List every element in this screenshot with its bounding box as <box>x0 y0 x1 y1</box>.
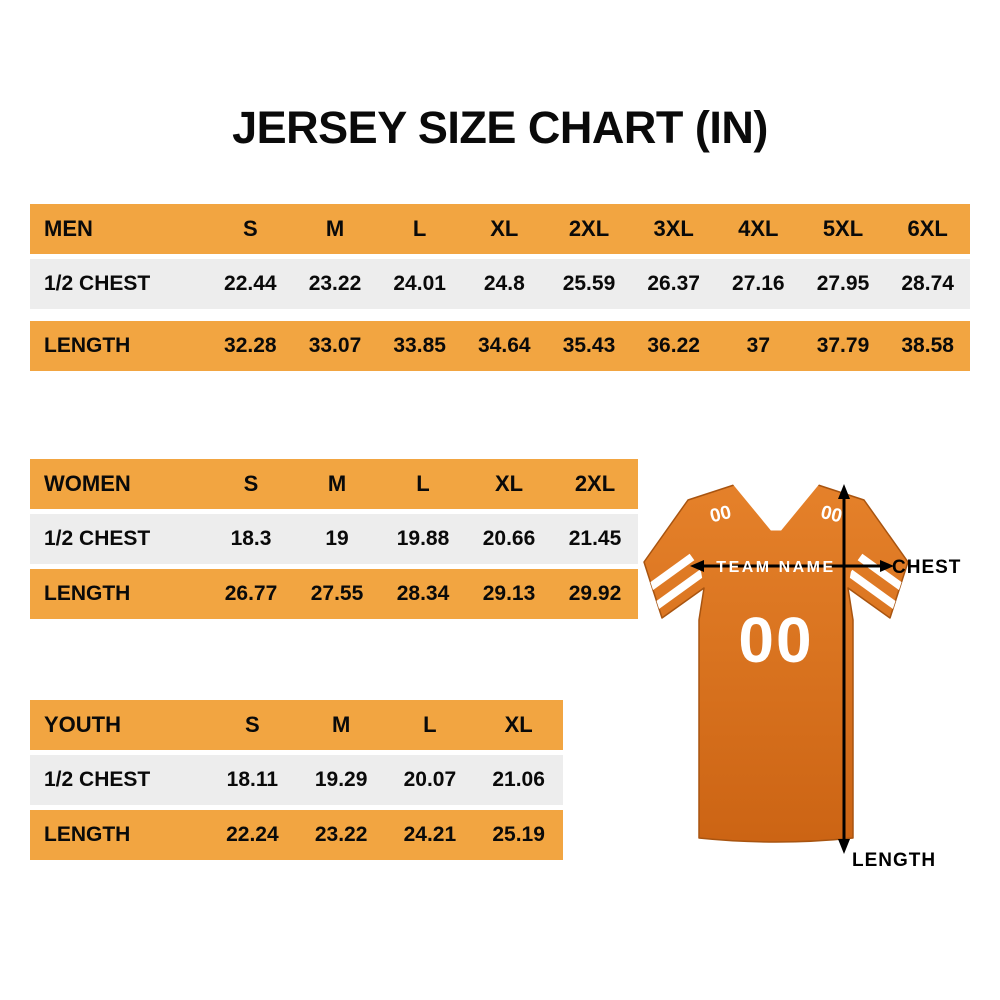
measurement-cell: 22.44 <box>224 272 277 295</box>
measurement-cell: 18.3 <box>230 527 272 550</box>
measurement-cell: 33.07 <box>308 334 362 357</box>
size-col-header: S <box>243 471 259 496</box>
measurement-cell: 34.64 <box>478 334 531 357</box>
size-col-header: L <box>416 471 430 496</box>
size-col-header: 2XL <box>568 216 610 241</box>
measurement-cell: 35.43 <box>562 334 616 357</box>
measurement-cell: 38.58 <box>901 334 954 357</box>
measurement-cell: 24.01 <box>393 272 446 295</box>
measurement-cell: 27.55 <box>310 582 364 605</box>
men-length-row: LENGTH 32.28 33.07 33.85 34.64 35.43 36.… <box>30 321 970 371</box>
women-header-row: WOMEN S M L XL 2XL <box>30 459 638 509</box>
women-half-chest-row: 1/2 CHEST 18.3 19 19.88 20.66 21.45 <box>30 514 638 564</box>
size-col-header: L <box>423 712 437 737</box>
measurement-cell: 26.37 <box>647 272 700 295</box>
youth-header-row: YOUTH S M L XL <box>30 700 563 750</box>
shoulder-number-right: 00 <box>819 502 845 527</box>
row-label: 1/2 CHEST <box>44 272 151 295</box>
size-col-header: M <box>325 216 345 241</box>
chest-label: CHEST <box>892 557 961 578</box>
team-name-text: TEAM NAME <box>716 559 835 576</box>
size-col-header: XL <box>494 471 524 496</box>
measurement-cell: 18.11 <box>226 768 279 791</box>
size-col-header: 5XL <box>822 216 864 241</box>
measurement-cell: 19.29 <box>314 768 368 791</box>
youth-length-row: LENGTH 22.24 23.22 24.21 25.19 <box>30 810 563 860</box>
size-col-header: M <box>327 471 347 496</box>
measurement-cell: 23.22 <box>314 823 368 846</box>
jersey-illustration: 00 00 TEAM NAME 00 CHEST LENGTH <box>636 470 996 870</box>
measurement-cell: 21.06 <box>492 768 545 791</box>
measurement-cell: 32.28 <box>224 334 277 357</box>
table-title: WOMEN <box>44 471 131 496</box>
measurement-cell: 37.79 <box>816 334 870 357</box>
measurement-cell: 36.22 <box>647 334 700 357</box>
jersey-diagram: 00 00 TEAM NAME 00 CHEST LENGTH <box>643 478 961 870</box>
jersey-body <box>643 483 909 843</box>
row-label: LENGTH <box>44 823 131 846</box>
youth-half-chest-row: 1/2 CHEST 18.11 19.29 20.07 21.06 <box>30 755 563 805</box>
size-col-header: XL <box>504 712 533 737</box>
jersey-number: 00 <box>738 604 813 676</box>
size-col-header: 4XL <box>738 216 779 241</box>
size-col-header: M <box>331 712 351 737</box>
measurement-cell: 21.45 <box>568 527 622 550</box>
men-header-row: MEN S M L XL 2XL 3XL 4XL 5XL 6XL <box>30 204 970 254</box>
measurement-cell: 27.16 <box>732 272 785 295</box>
row-label: LENGTH <box>44 334 131 357</box>
row-label: 1/2 CHEST <box>44 768 151 791</box>
measurement-cell: 33.85 <box>393 334 446 357</box>
measurement-cell: 25.59 <box>562 272 616 295</box>
measurement-cell: 27.95 <box>816 272 870 295</box>
measurement-cell: 29.13 <box>482 582 536 605</box>
row-label: 1/2 CHEST <box>44 527 151 550</box>
table-title: MEN <box>44 216 93 241</box>
youth-size-table: YOUTH S M L XL 1/2 CHEST 18.11 19.29 20.… <box>30 700 563 860</box>
measurement-cell: 20.07 <box>403 768 457 791</box>
measurement-cell: 24.21 <box>403 823 457 846</box>
row-label: LENGTH <box>44 582 131 605</box>
women-size-table: WOMEN S M L XL 2XL 1/2 CHEST 18.3 19 19.… <box>30 459 638 619</box>
measurement-cell: 26.77 <box>224 582 278 605</box>
collar <box>732 478 820 531</box>
shoulder-number-left: 00 <box>708 502 734 527</box>
measurement-cell: 22.24 <box>226 823 279 846</box>
table-title: YOUTH <box>44 712 121 737</box>
women-length-row: LENGTH 26.77 27.55 28.34 29.13 29.92 <box>30 569 638 619</box>
size-col-header: S <box>242 216 258 241</box>
measurement-cell: 29.92 <box>568 582 622 605</box>
measurement-cell: 19.88 <box>396 527 450 550</box>
men-half-chest-row: 1/2 CHEST 22.44 23.22 24.01 24.8 25.59 2… <box>30 259 970 309</box>
size-col-header: XL <box>490 216 519 241</box>
length-arrow <box>838 484 850 854</box>
measurement-cell: 25.19 <box>492 823 545 846</box>
measurement-cell: 28.74 <box>901 272 954 295</box>
measurement-cell: 28.34 <box>396 582 450 605</box>
chest-arrow <box>690 560 894 572</box>
size-col-header: L <box>412 216 427 241</box>
size-col-header: 2XL <box>574 471 616 496</box>
men-size-table: MEN S M L XL 2XL 3XL 4XL 5XL 6XL 1/2 CHE… <box>30 204 970 371</box>
measurement-cell: 19 <box>325 527 349 550</box>
measurement-cell: 24.8 <box>483 272 525 295</box>
page-title: JERSEY SIZE CHART (IN) <box>232 102 768 153</box>
size-col-header: 3XL <box>653 216 694 241</box>
size-col-header: 6XL <box>907 216 948 241</box>
measurement-cell: 23.22 <box>308 272 362 295</box>
measurement-cell: 20.66 <box>482 527 536 550</box>
length-label: LENGTH <box>852 850 936 870</box>
size-col-header: S <box>245 712 260 737</box>
measurement-cell: 37 <box>746 334 770 357</box>
